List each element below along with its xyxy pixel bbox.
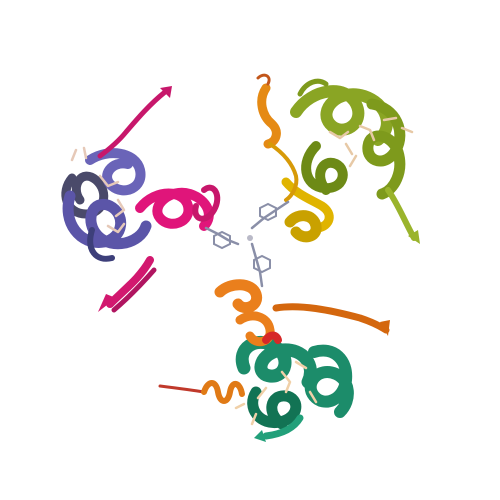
linker-ring-left [213,230,231,250]
upper-left-domain [61,86,221,313]
magenta-loop [192,184,221,222]
upper-right-domain [256,73,420,244]
orange-tail-left [158,384,206,394]
magenta-strand-low [106,256,154,308]
gold-top-loop [256,73,271,86]
teal-arrow [254,430,266,442]
gold-helix-top [257,83,281,149]
bottom-sidechains [234,360,318,426]
linker-ring-top [259,202,277,222]
left-helix-shadow [87,227,115,262]
teal-helix-right [304,344,354,418]
magenta-strand-top [97,89,168,159]
central-linker [204,200,290,288]
bottom-red-accent [262,331,282,344]
magenta-arrow-low [98,294,116,312]
green-helix-right [362,98,406,200]
gold-linker [268,142,299,202]
left-sidechains [70,146,126,234]
green-top-loop [297,78,329,97]
bottom-domain [158,279,390,442]
green-helix-low [301,141,348,195]
teal-strand [262,414,304,440]
left-helix-top [85,148,146,196]
gold-strand-mid [281,177,334,233]
orange-loop-mid [235,311,275,347]
magenta-strand-back [111,267,157,313]
linker-ring-bottom [253,254,271,274]
orange-helix-top [214,279,263,314]
orange-arrow-right [380,320,390,336]
linker-arm-left [204,226,240,246]
gold-helix-low [284,210,322,243]
green-strand-down [385,187,417,241]
linker-core [247,235,253,241]
orange-helix-left [201,380,245,404]
linker-arm-top [250,200,290,230]
green-arrow [408,230,420,244]
teal-helix-main [235,335,317,389]
linker-arm-bottom [250,242,264,288]
right-sidechains [328,116,414,168]
magenta-helix [135,187,214,231]
orange-strand-right [272,303,390,334]
magenta-arrow-top [160,86,172,98]
left-helix-main [62,190,152,250]
